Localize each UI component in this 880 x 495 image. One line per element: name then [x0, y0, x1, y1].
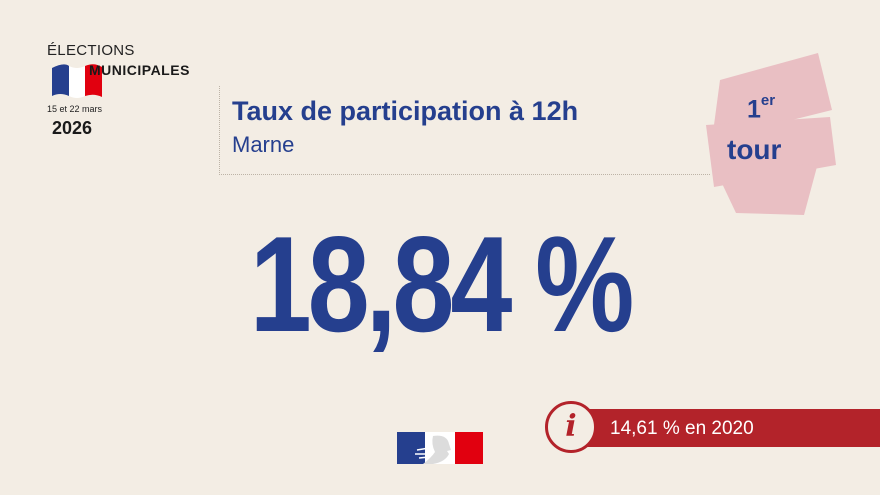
- header-box: Taux de participation à 12h Marne: [219, 86, 710, 175]
- logo-municipales-label: MUNICIPALES: [89, 62, 190, 78]
- french-flag-icon: [52, 64, 102, 98]
- marianne-logo-icon: [397, 432, 483, 464]
- round-number-suffix: er: [760, 92, 776, 109]
- page-title: Taux de participation à 12h: [232, 96, 579, 126]
- participation-rate: 18,84 %: [249, 208, 635, 360]
- info-icon: i: [545, 401, 597, 453]
- department-name: Marne: [232, 132, 295, 157]
- previous-result-bar: [573, 409, 880, 447]
- previous-result-banner: i 14,61 % en 2020: [545, 401, 880, 461]
- round-number: 1er: [747, 92, 776, 124]
- round-label: tour: [727, 134, 782, 165]
- previous-result-text: 14,61 % en 2020: [610, 418, 754, 439]
- logo-dates: 15 et 22 mars: [47, 104, 103, 114]
- elections-logo: ÉLECTIONS MUNICIPALES 15 et 22 mars 2026: [47, 40, 207, 140]
- round-badge: 1er tour: [700, 45, 840, 220]
- logo-year: 2026: [52, 118, 93, 138]
- round-ribbon-shape: [706, 53, 836, 215]
- round-number-digit: 1: [747, 95, 761, 124]
- logo-elections-label: ÉLECTIONS: [47, 42, 135, 59]
